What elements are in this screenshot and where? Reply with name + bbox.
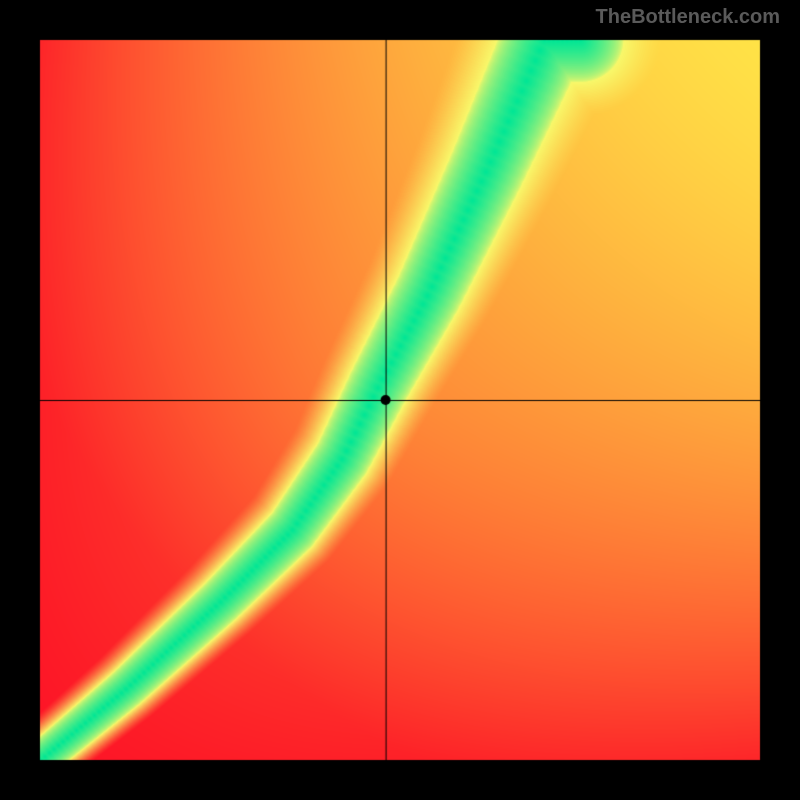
chart-container: TheBottleneck.com bbox=[0, 0, 800, 800]
heatmap-canvas bbox=[0, 0, 800, 800]
watermark-text: TheBottleneck.com bbox=[596, 6, 780, 29]
